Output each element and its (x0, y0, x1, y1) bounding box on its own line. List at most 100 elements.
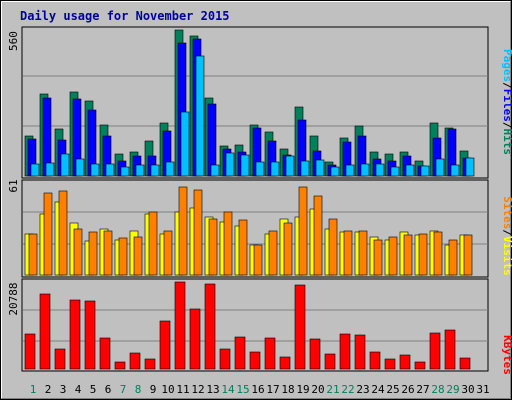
x-tick-label-day-14: 14 (221, 383, 235, 396)
bar-pages-day-11 (180, 111, 190, 177)
bar-sites-day-22 (343, 230, 353, 276)
bar-pages-day-3 (60, 153, 70, 177)
bar-pages-day-21 (330, 166, 340, 177)
panel-3-bars (24, 281, 471, 370)
x-tick-label-day-12: 12 (191, 383, 204, 396)
bar-pages-day-7 (120, 166, 130, 177)
panel-1-ymax-label: 560 (7, 31, 20, 51)
panel-2-ymax-label: 61 (7, 179, 20, 192)
bar-sites-day-8 (133, 236, 143, 276)
bar-kbytes-day-10 (159, 320, 171, 370)
bar-sites-day-27 (418, 233, 428, 276)
bar-pages-day-8 (135, 164, 145, 177)
x-tick-label-day-27: 27 (416, 383, 429, 396)
bar-sites-day-15 (238, 219, 248, 276)
bar-pages-day-28 (435, 158, 445, 177)
legend-kbytes: KBytes (501, 335, 512, 375)
bar-sites-day-4 (73, 228, 83, 276)
x-tick-label-day-1: 1 (30, 383, 37, 396)
bar-sites-day-10 (163, 230, 173, 276)
bar-kbytes-day-25 (384, 358, 396, 370)
bar-kbytes-day-3 (54, 348, 66, 370)
x-axis-day-labels: 1 2 3 4 5 6 7 8 9 10 11 12 13 14 15 16 17 18 19 20 21 22 23 24 2… (30, 383, 490, 396)
bar-sites-day-2 (43, 192, 53, 276)
panel-3-legend: KBytes (501, 335, 512, 375)
bar-pages-day-26 (405, 164, 415, 177)
panel-2-bars (24, 186, 473, 276)
bar-sites-day-1 (28, 233, 38, 276)
x-tick-label-day-2: 2 (45, 383, 52, 396)
bar-pages-day-20 (315, 159, 325, 177)
legend-separator: / (501, 229, 512, 236)
bar-kbytes-day-12 (189, 308, 201, 370)
bar-sites-day-23 (358, 230, 368, 276)
bar-pages-day-16 (255, 161, 265, 177)
bar-pages-day-27 (420, 165, 430, 177)
bar-kbytes-day-20 (309, 338, 321, 370)
bar-sites-day-16 (253, 244, 263, 276)
panel-1-bars (24, 29, 475, 177)
bar-kbytes-day-1 (24, 333, 36, 370)
bar-kbytes-day-15 (234, 336, 246, 370)
bar-sites-day-11 (178, 186, 188, 276)
bar-sites-day-18 (283, 222, 293, 276)
x-tick-label-day-4: 4 (75, 383, 82, 396)
bar-pages-day-9 (150, 164, 160, 177)
x-tick-label-day-16: 16 (251, 383, 264, 396)
bar-sites-day-7 (118, 237, 128, 276)
bar-sites-day-6 (103, 230, 113, 276)
bar-kbytes-day-9 (144, 358, 156, 370)
bar-pages-day-30 (465, 157, 475, 177)
bar-pages-day-12 (195, 55, 205, 177)
bar-pages-day-1 (30, 163, 40, 177)
x-tick-label-day-8: 8 (135, 383, 142, 396)
bar-kbytes-day-18 (279, 356, 291, 370)
bar-kbytes-day-8 (129, 352, 141, 370)
bar-pages-day-17 (270, 161, 280, 177)
x-tick-label-day-20: 20 (311, 383, 324, 396)
bar-kbytes-day-17 (264, 337, 276, 370)
bar-pages-day-25 (390, 166, 400, 177)
bar-pages-day-29 (450, 164, 460, 177)
x-tick-label-day-18: 18 (281, 383, 294, 396)
bar-pages-day-13 (210, 164, 220, 177)
x-tick-label-day-17: 17 (266, 383, 279, 396)
bar-pages-day-15 (240, 154, 250, 177)
bar-kbytes-day-23 (354, 334, 366, 370)
bar-kbytes-day-28 (429, 332, 441, 370)
panel-2-legend: Sites/Visits (501, 196, 512, 276)
bar-sites-day-14 (223, 211, 233, 276)
bar-pages-day-14 (225, 152, 235, 177)
x-tick-label-day-28: 28 (431, 383, 444, 396)
panel-3-ymax-label: 20788 (7, 282, 20, 315)
bar-sites-day-25 (388, 236, 398, 276)
bar-kbytes-day-21 (324, 353, 336, 370)
bar-sites-day-20 (313, 195, 323, 276)
bar-kbytes-day-14 (219, 348, 231, 370)
bar-kbytes-day-26 (399, 354, 411, 370)
panel-sites-visits: 61 Sites/Visits (7, 179, 512, 278)
bar-sites-day-21 (328, 218, 338, 276)
x-tick-label-day-24: 24 (371, 383, 385, 396)
bar-kbytes-day-24 (369, 351, 381, 370)
x-tick-label-day-21: 21 (326, 383, 339, 396)
bar-pages-day-6 (105, 163, 115, 177)
x-tick-label-day-23: 23 (356, 383, 369, 396)
bar-pages-day-4 (75, 158, 85, 177)
x-tick-label-day-15: 15 (236, 383, 249, 396)
bar-kbytes-day-6 (99, 337, 111, 370)
x-tick-label-day-30: 30 (461, 383, 474, 396)
bar-sites-day-24 (373, 239, 383, 276)
bar-kbytes-day-22 (339, 333, 351, 370)
bar-kbytes-day-30 (459, 357, 471, 370)
x-tick-label-day-22: 22 (341, 383, 354, 396)
bar-pages-day-19 (300, 160, 310, 177)
x-tick-label-day-3: 3 (60, 383, 67, 396)
bar-kbytes-day-19 (294, 284, 306, 370)
legend-sites: Sites (501, 196, 512, 229)
legend-visits: Visits (501, 236, 512, 276)
x-tick-label-day-29: 29 (446, 383, 459, 396)
bar-kbytes-day-13 (204, 283, 216, 370)
bar-sites-day-3 (58, 190, 68, 276)
